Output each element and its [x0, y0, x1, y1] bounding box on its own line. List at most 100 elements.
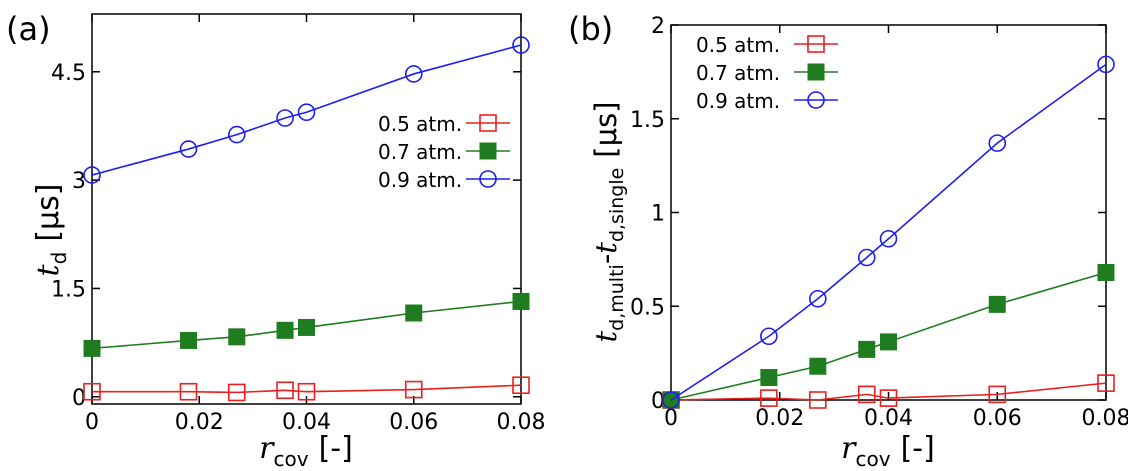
panel-b-legend-marker	[807, 63, 825, 81]
panel-a-legend-marker	[479, 170, 497, 188]
panel-b-xtick-label: 0.08	[1082, 406, 1128, 431]
panel-b-data-point	[809, 391, 827, 409]
panel-a-data-point	[405, 304, 423, 322]
panel-b-data-point	[988, 134, 1007, 152]
panel-a-xtick-label: 0.08	[497, 410, 546, 435]
panel-a-legend-marker	[479, 114, 497, 132]
panel-a-series-07atm	[83, 292, 530, 357]
panel-b-series-07atm	[662, 264, 1115, 409]
panel-a-data-point	[512, 36, 530, 54]
panel-a-series-line	[92, 384, 522, 394]
panel-b-data-point	[879, 389, 898, 407]
panel-a-series-line	[91, 44, 522, 176]
panel-b-ytick-label: 0.5	[630, 295, 665, 320]
panel-a-data-point	[179, 140, 198, 158]
panel-a-label: (a)	[6, 10, 51, 48]
panel-a-frame	[91, 13, 522, 405]
panel-a-data-point	[179, 382, 198, 401]
panel-a-legend-label: 0.7 atm.	[378, 140, 462, 164]
panel-a-data-point	[83, 166, 101, 184]
panel-a-xlabel: rcov [-]	[259, 431, 353, 471]
panel-a: (a) td [μs] rcov [-] 0 0.02 0.04 0.06 0.08 0 1.5…	[6, 10, 545, 471]
panel-b-xlabel-main: r	[841, 431, 857, 466]
panel-a-series-05atm	[83, 376, 530, 402]
panel-a-data-point	[227, 383, 246, 402]
panel-b-xtick-label: 0.06	[973, 406, 1022, 431]
panel-a-xtick-label: 0.02	[175, 410, 224, 435]
panel-a-ylabel-sub: d	[47, 252, 71, 265]
panel-a-xlabel-sub: cov	[274, 447, 309, 471]
panel-b-series-05atm	[662, 374, 1115, 409]
panel-a-data-point	[404, 380, 423, 399]
panel-b-series-09atm	[662, 55, 1115, 409]
panel-b-ylabel-main1: t	[589, 331, 623, 343]
panel-a-data-point	[297, 382, 316, 401]
panel-a-legend-label: 0.9 atm.	[378, 168, 462, 192]
panel-a-data-point	[227, 125, 246, 144]
panel-b-xtick-label: 0	[664, 406, 678, 431]
panel-a-ylabel: td [μs]	[31, 184, 71, 277]
panel-a-data-point	[228, 328, 246, 346]
panel-a-data-point	[404, 65, 423, 83]
panel-b-data-point	[879, 229, 898, 248]
panel-a-data-point	[276, 381, 294, 400]
panel-a-plot: 0 0.02 0.04 0.06 0.08 0 1.5 3 4.5 0.5 atm. 0.7 atm…	[51, 13, 546, 435]
panel-a-xtick-label: 0.06	[389, 410, 438, 435]
panel-b-ylabel-main2: t	[589, 242, 623, 254]
panel-a-xtick-label: 0	[85, 410, 99, 435]
panel-b-series-line	[670, 63, 1107, 401]
panel-b-data-point	[880, 333, 897, 351]
panel-a-data-point	[297, 103, 316, 122]
panel-a-data-point	[298, 318, 315, 336]
panel-b-xlabel: rcov [-]	[841, 431, 935, 471]
panel-b: (b) td,multi-td,single[μs] rcov [-] 0 0.02…	[568, 10, 1128, 471]
panel-a-data-point	[180, 331, 198, 349]
panel-b-data-point	[760, 327, 778, 346]
panel-b-ytick-label: 1.5	[630, 108, 665, 133]
panel-a-data-point	[83, 382, 101, 401]
panel-b-legend-marker	[807, 35, 825, 53]
panel-b-legend-marker	[807, 91, 825, 109]
panel-b-label: (b)	[568, 10, 613, 48]
panel-b-ylabel-unit: [μs]	[589, 102, 623, 158]
panel-b-data-point	[809, 289, 827, 308]
panel-b-data-point	[857, 248, 876, 267]
panel-b-xtick-label: 0.04	[864, 406, 913, 431]
panel-b-data-point	[1097, 374, 1115, 392]
panel-a-xlabel-main: r	[259, 431, 275, 466]
panel-a-ylabel-main: t	[31, 263, 66, 276]
panel-a-ytick-label: 4.5	[51, 61, 86, 86]
panel-a-data-point	[512, 292, 530, 310]
panel-b-legend-label: 0.9 atm.	[696, 89, 780, 113]
panel-b-legend-label: 0.5 atm.	[696, 33, 780, 57]
panel-b-plot: 0 0.02 0.04 0.06 0.08 0 0.5 1 1.5 2 0.5 atm. 0.7 at…	[630, 14, 1128, 431]
panel-b-data-point	[760, 389, 778, 407]
panel-b-legend-label: 0.7 atm.	[696, 61, 780, 85]
panel-a-ytick-label: 0	[72, 386, 86, 411]
panel-a-data-point	[276, 321, 294, 339]
panel-b-data-point	[988, 295, 1006, 313]
panel-a-data-point	[83, 339, 101, 357]
panel-a-data-point	[276, 109, 294, 127]
panel-a-ylabel-unit: [μs]	[31, 184, 66, 242]
panel-b-data-point	[662, 391, 680, 409]
panel-b-xlabel-unit: [-]	[901, 431, 935, 466]
panel-b-series-line	[670, 382, 1107, 401]
panel-a-ytick-label: 3	[72, 169, 86, 194]
panel-b-xlabel-sub: cov	[856, 447, 891, 471]
panel-b-data-point	[809, 357, 827, 375]
panel-b-ylabel-dash: -	[589, 254, 623, 264]
panel-a-xtick-label: 0.04	[282, 410, 331, 435]
panel-b-data-point	[988, 385, 1007, 404]
panel-a-series-09atm	[83, 36, 530, 184]
panel-b-data-point	[1097, 264, 1115, 281]
panel-b-xtick-label: 0.02	[755, 406, 804, 431]
panel-b-data-point	[760, 369, 778, 386]
panel-b-ytick-label: 2	[651, 14, 665, 39]
panel-a-data-point	[512, 376, 530, 395]
panel-a-xlabel-unit: [-]	[319, 431, 353, 466]
panel-b-ytick-label: 1	[651, 202, 665, 227]
panel-b-ylabel-sub2: d,single	[606, 168, 628, 242]
panel-a-ytick-label: 1.5	[51, 277, 86, 302]
